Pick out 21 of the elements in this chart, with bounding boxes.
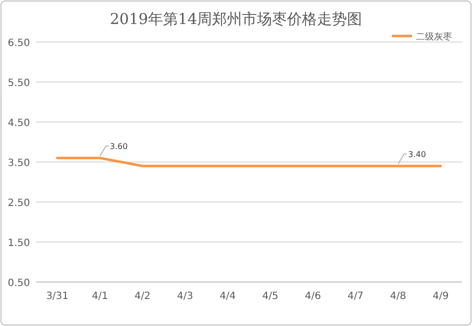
y-tick-label: 0.50 bbox=[8, 278, 30, 289]
y-tick-label: 1.50 bbox=[8, 238, 30, 249]
x-tick-label: 3/31 bbox=[46, 291, 69, 302]
y-tick-label: 6.50 bbox=[8, 38, 30, 49]
x-tick-label: 4/6 bbox=[304, 291, 321, 302]
x-tick-label: 4/2 bbox=[134, 291, 151, 302]
x-tick-label: 4/4 bbox=[220, 291, 236, 302]
chart-title: 2019年第14周郑州市场枣价格走势图 bbox=[110, 10, 362, 28]
legend-label: 二级灰枣 bbox=[416, 32, 452, 42]
y-tick-label: 5.50 bbox=[8, 78, 30, 89]
x-tick-label: 4/7 bbox=[347, 291, 364, 302]
y-tick-label: 4.50 bbox=[8, 118, 30, 129]
y-tick-label: 3.50 bbox=[8, 158, 30, 169]
x-tick-label: 4/3 bbox=[177, 291, 194, 302]
x-tick-label: 4/9 bbox=[432, 291, 449, 302]
x-tick-label: 4/5 bbox=[262, 291, 278, 302]
y-tick-label: 2.50 bbox=[8, 198, 30, 209]
x-tick-label: 4/1 bbox=[92, 291, 108, 302]
data-label: 3.40 bbox=[408, 150, 426, 159]
x-tick-label: 4/8 bbox=[390, 291, 406, 302]
data-label: 3.60 bbox=[110, 142, 128, 151]
